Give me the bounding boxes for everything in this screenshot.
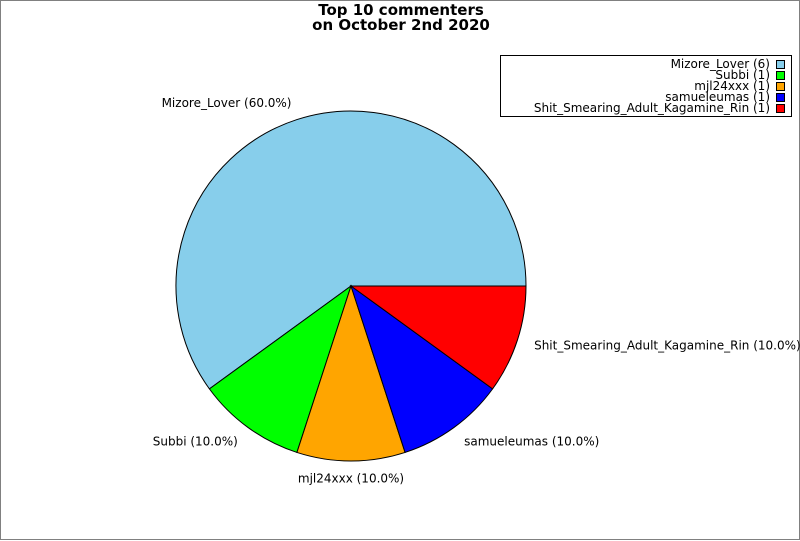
legend-swatch: [776, 82, 785, 91]
pie-slice-samueleumas: [350, 284, 494, 454]
legend-label: Subbi (1): [715, 68, 770, 82]
legend-item: samueleumas (1): [505, 90, 785, 104]
chart-title-line-1: Top 10 commenters: [318, 1, 484, 19]
legend-label: Mizore_Lover (6): [670, 57, 770, 71]
pie-slice-subbi: [208, 284, 352, 454]
legend-item: Subbi (1): [505, 68, 785, 82]
legend: Mizore_Lover (6) Subbi (1) mjl24xxx (1) …: [500, 55, 792, 117]
pie-slice-mizore-lover: [175, 110, 527, 390]
legend-label: mjl24xxx (1): [694, 79, 770, 93]
slice-label: Shit_Smearing_Adult_Kagamine_Rin (10.0%): [534, 338, 800, 352]
legend-item: Mizore_Lover (6): [505, 57, 785, 71]
legend-label: samueleumas (1): [665, 90, 770, 104]
slice-label: Mizore_Lover (60.0%): [162, 96, 292, 110]
legend-swatch: [776, 71, 785, 80]
pie-slice-shit-smearing-adult-kagamine-rin: [349, 285, 527, 390]
slice-label: Subbi (10.0%): [153, 435, 238, 449]
legend-item: Shit_Smearing_Adult_Kagamine_Rin (1): [505, 101, 785, 115]
chart-title-line-2: on October 2nd 2020: [312, 16, 490, 34]
legend-item: mjl24xxx (1): [505, 79, 785, 93]
legend-swatch: [776, 60, 785, 69]
slice-label: mjl24xxx (10.0%): [298, 472, 404, 486]
legend-label: Shit_Smearing_Adult_Kagamine_Rin (1): [533, 101, 770, 115]
chart-title: Top 10 commenters on October 2nd 2020: [1, 3, 800, 33]
legend-swatch: [776, 104, 785, 113]
slice-label: samueleumas (10.0%): [464, 435, 599, 449]
legend-swatch: [776, 93, 785, 102]
pie-slice-mjl24xxx: [296, 284, 406, 462]
